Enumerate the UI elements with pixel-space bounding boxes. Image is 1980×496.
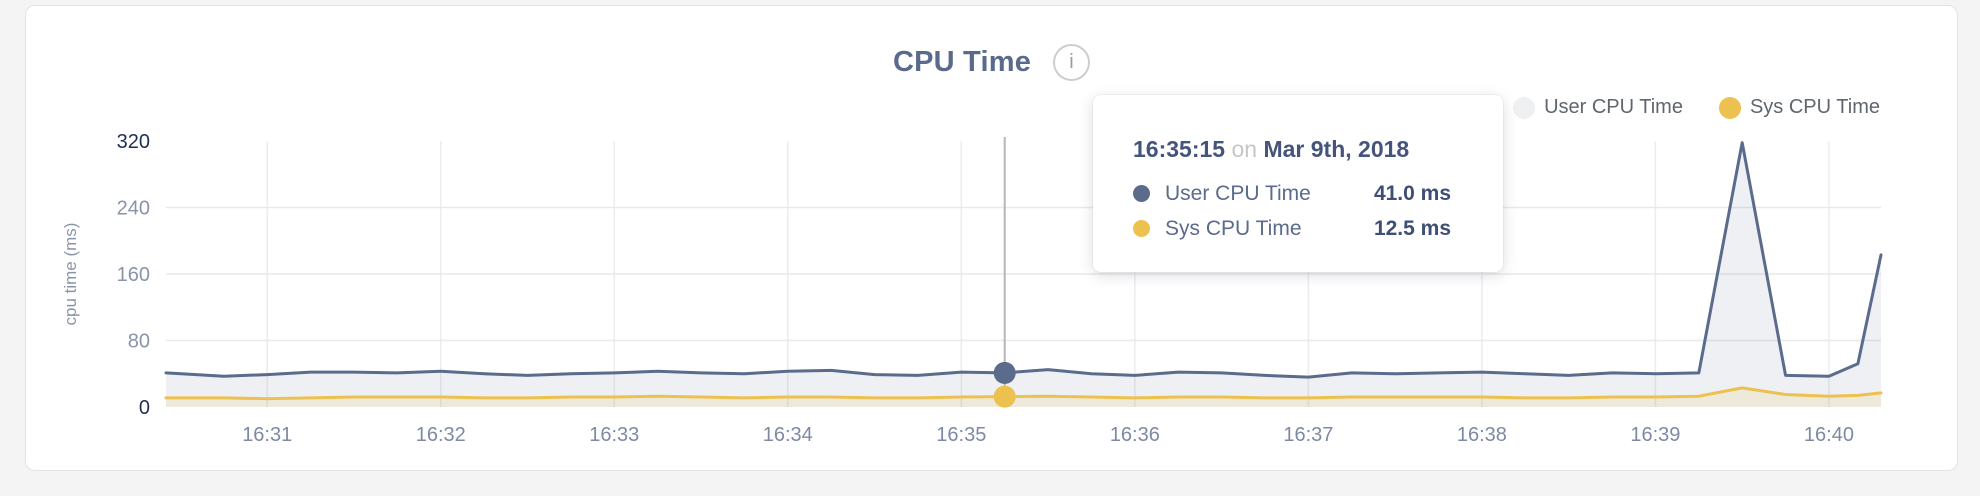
chart-title: CPU Time bbox=[892, 46, 1032, 78]
y-tick-label: 240 bbox=[117, 198, 150, 220]
x-tick-label: 16:31 bbox=[242, 424, 292, 446]
legend-item-user-cpu-time[interactable]: User CPU Time bbox=[1513, 96, 1683, 119]
x-tick-label: 16:35 bbox=[936, 424, 986, 446]
y-tick-label: 80 bbox=[128, 331, 150, 353]
tooltip-date: Mar 9th, 2018 bbox=[1263, 136, 1410, 162]
tooltip-title: 16:35:15 on Mar 9th, 2018 bbox=[1133, 136, 1459, 163]
chart-card: CPU Time i bbox=[25, 5, 1958, 471]
y-tick-label: 0 bbox=[139, 397, 150, 419]
x-tick-label: 16:39 bbox=[1630, 424, 1680, 446]
y-axis-title: cpu time (ms) bbox=[61, 223, 80, 326]
tooltip-connector: on bbox=[1231, 136, 1258, 162]
y-tick-label: 160 bbox=[117, 264, 150, 286]
info-icon[interactable]: i bbox=[1053, 44, 1091, 81]
user-cpu-time-dot-icon bbox=[1133, 185, 1150, 202]
x-tick-label: 16:38 bbox=[1457, 424, 1507, 446]
legend-label-user-cpu-time: User CPU Time bbox=[1544, 96, 1683, 118]
user-cpu-time-legend-dot bbox=[1513, 96, 1536, 119]
tooltip-row-label: User CPU Time bbox=[1165, 181, 1311, 205]
tooltip-time: 16:35:15 bbox=[1133, 136, 1226, 162]
tooltip-row-user-cpu-time: User CPU Time 41.0 ms bbox=[1133, 176, 1459, 211]
x-tick-label: 16:33 bbox=[589, 424, 639, 446]
y-tick-label: 320 bbox=[117, 131, 150, 153]
chart-legend: User CPU Time Sys CPU Time bbox=[1513, 96, 1880, 119]
x-tick-label: 16:37 bbox=[1283, 424, 1333, 446]
chart-header: CPU Time i bbox=[26, 44, 1957, 81]
tooltip-row-value: 12.5 ms bbox=[1373, 216, 1451, 240]
sys-cpu-time-hover-marker[interactable] bbox=[993, 385, 1016, 408]
tooltip-row-value: 41.0 ms bbox=[1373, 181, 1451, 205]
sys-cpu-time-line[interactable] bbox=[164, 386, 1883, 401]
user-cpu-time-line[interactable] bbox=[164, 141, 1883, 379]
legend-item-sys-cpu-time[interactable]: Sys CPU Time bbox=[1718, 96, 1880, 119]
user-cpu-time-area bbox=[166, 142, 1881, 407]
hover-tooltip: 16:35:15 on Mar 9th, 2018 User CPU Time … bbox=[1093, 95, 1503, 272]
user-cpu-time-hover-marker[interactable] bbox=[993, 361, 1016, 384]
x-tick-label: 16:32 bbox=[416, 424, 466, 446]
x-tick-label: 16:40 bbox=[1804, 424, 1854, 446]
x-tick-label: 16:34 bbox=[763, 424, 813, 446]
tooltip-row-label: Sys CPU Time bbox=[1165, 216, 1302, 240]
tooltip-row-sys-cpu-time: Sys CPU Time 12.5 ms bbox=[1133, 211, 1459, 246]
x-tick-label: 16:36 bbox=[1110, 424, 1160, 446]
sys-cpu-time-dot-icon bbox=[1133, 220, 1150, 237]
sys-cpu-time-legend-dot bbox=[1718, 96, 1741, 119]
legend-label-sys-cpu-time: Sys CPU Time bbox=[1749, 96, 1880, 118]
